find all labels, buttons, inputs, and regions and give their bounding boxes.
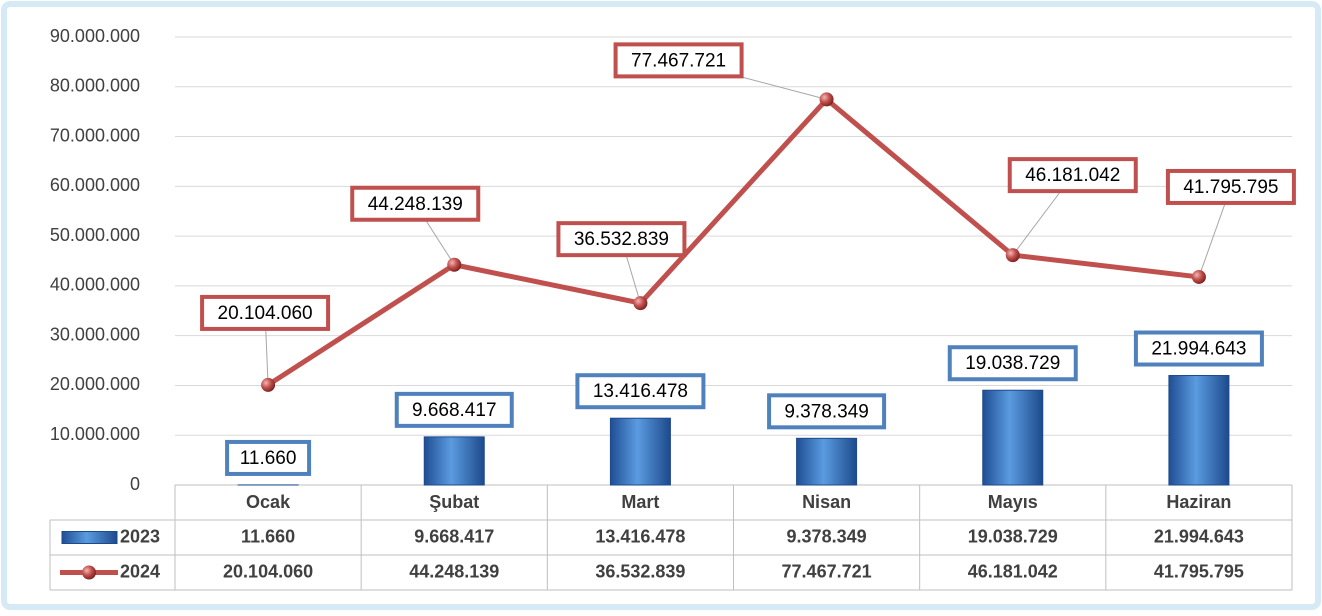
y-tick-label: 10.000.000 xyxy=(50,424,140,444)
marker xyxy=(820,92,834,106)
legend-marker xyxy=(82,566,96,580)
y-tick-label: 20.000.000 xyxy=(50,374,140,394)
y-tick-label: 90.000.000 xyxy=(50,26,140,46)
table-cell: 13.416.478 xyxy=(595,526,685,546)
table-cell: 9.668.417 xyxy=(414,526,494,546)
marker xyxy=(633,296,647,310)
y-tick-label: 0 xyxy=(130,474,140,494)
table-cell: 46.181.042 xyxy=(968,561,1058,581)
bar xyxy=(424,437,484,485)
data-label: 13.416.478 xyxy=(593,381,688,402)
data-label: 21.994.643 xyxy=(1151,339,1246,360)
table-cell: 36.532.839 xyxy=(595,561,685,581)
data-label: 19.038.729 xyxy=(965,353,1060,374)
y-tick-label: 50.000.000 xyxy=(50,225,140,245)
bar xyxy=(610,418,670,485)
table-cell: 11.660 xyxy=(241,526,295,546)
x-tick-label: Şubat xyxy=(429,492,479,512)
table-cell: 21.994.643 xyxy=(1154,526,1244,546)
x-tick-label: Mayıs xyxy=(988,492,1038,512)
y-tick-label: 60.000.000 xyxy=(50,175,140,195)
marker xyxy=(1192,270,1206,284)
data-label: 36.532.839 xyxy=(574,229,669,250)
table-cell: 9.378.349 xyxy=(787,526,867,546)
marker xyxy=(1006,248,1020,262)
data-label: 44.248.139 xyxy=(368,194,463,215)
bar xyxy=(983,390,1043,485)
data-label: 20.104.060 xyxy=(218,303,313,324)
legend-label: 2023 xyxy=(120,526,160,546)
table-cell: 77.467.721 xyxy=(782,561,872,581)
bar xyxy=(797,438,857,485)
x-tick-label: Haziran xyxy=(1166,492,1231,512)
legend-swatch xyxy=(62,532,117,544)
y-tick-label: 70.000.000 xyxy=(50,125,140,145)
x-tick-label: Ocak xyxy=(246,492,291,512)
data-label: 9.378.349 xyxy=(784,401,869,422)
table-cell: 44.248.139 xyxy=(409,561,499,581)
bar xyxy=(1169,376,1229,485)
y-tick-label: 80.000.000 xyxy=(50,76,140,96)
table-cell: 20.104.060 xyxy=(223,561,313,581)
marker xyxy=(447,258,461,272)
data-label: 9.668.417 xyxy=(412,400,497,421)
y-tick-label: 40.000.000 xyxy=(50,275,140,295)
data-label: 46.181.042 xyxy=(1025,165,1120,186)
y-tick-label: 30.000.000 xyxy=(50,324,140,344)
table-cell: 41.795.795 xyxy=(1154,561,1244,581)
legend-label: 2024 xyxy=(120,561,160,581)
x-tick-label: Nisan xyxy=(802,492,851,512)
data-label: 77.467.721 xyxy=(631,50,726,71)
data-label: 41.795.795 xyxy=(1183,177,1278,198)
data-label: 11.660 xyxy=(240,448,297,469)
marker xyxy=(261,378,275,392)
x-tick-label: Mart xyxy=(621,492,659,512)
table-cell: 19.038.729 xyxy=(968,526,1058,546)
